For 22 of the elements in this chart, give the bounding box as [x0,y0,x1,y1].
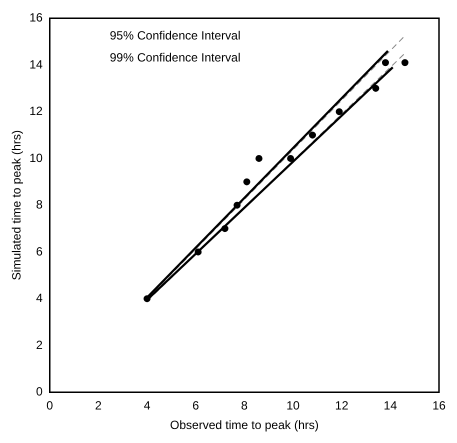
x-tick-label: 14 [384,398,398,413]
y-tick-label: 8 [36,198,44,212]
annotation: 95% Confidence Interval [110,28,240,43]
y-tick-label: 12 [29,104,44,118]
x-tick-label: 16 [432,398,446,413]
x-tick-label: 8 [241,398,248,413]
y-tick-label: 16 [29,10,44,25]
x-tick-label: 6 [192,398,200,413]
y-tick-label: 6 [36,244,44,258]
x-tick-label: 4 [144,398,151,413]
x-tick-label: 0 [46,398,54,413]
x-tick-label: 10 [286,398,300,413]
y-tick-label: 14 [29,57,44,72]
x-tick-label: 12 [335,398,349,413]
y-axis-title: Simulated time to peak (hrs) [10,130,24,280]
y-tick-label: 2 [36,338,44,352]
annotation: 99% Confidence Interval [110,50,240,65]
y-tick-label: 4 [36,291,44,306]
y-tick-label: 10 [29,150,44,165]
y-tick-label: 0 [36,384,44,399]
x-tick-label: 2 [95,398,102,413]
x-axis-title: Observed time to peak (hrs) [170,418,319,432]
